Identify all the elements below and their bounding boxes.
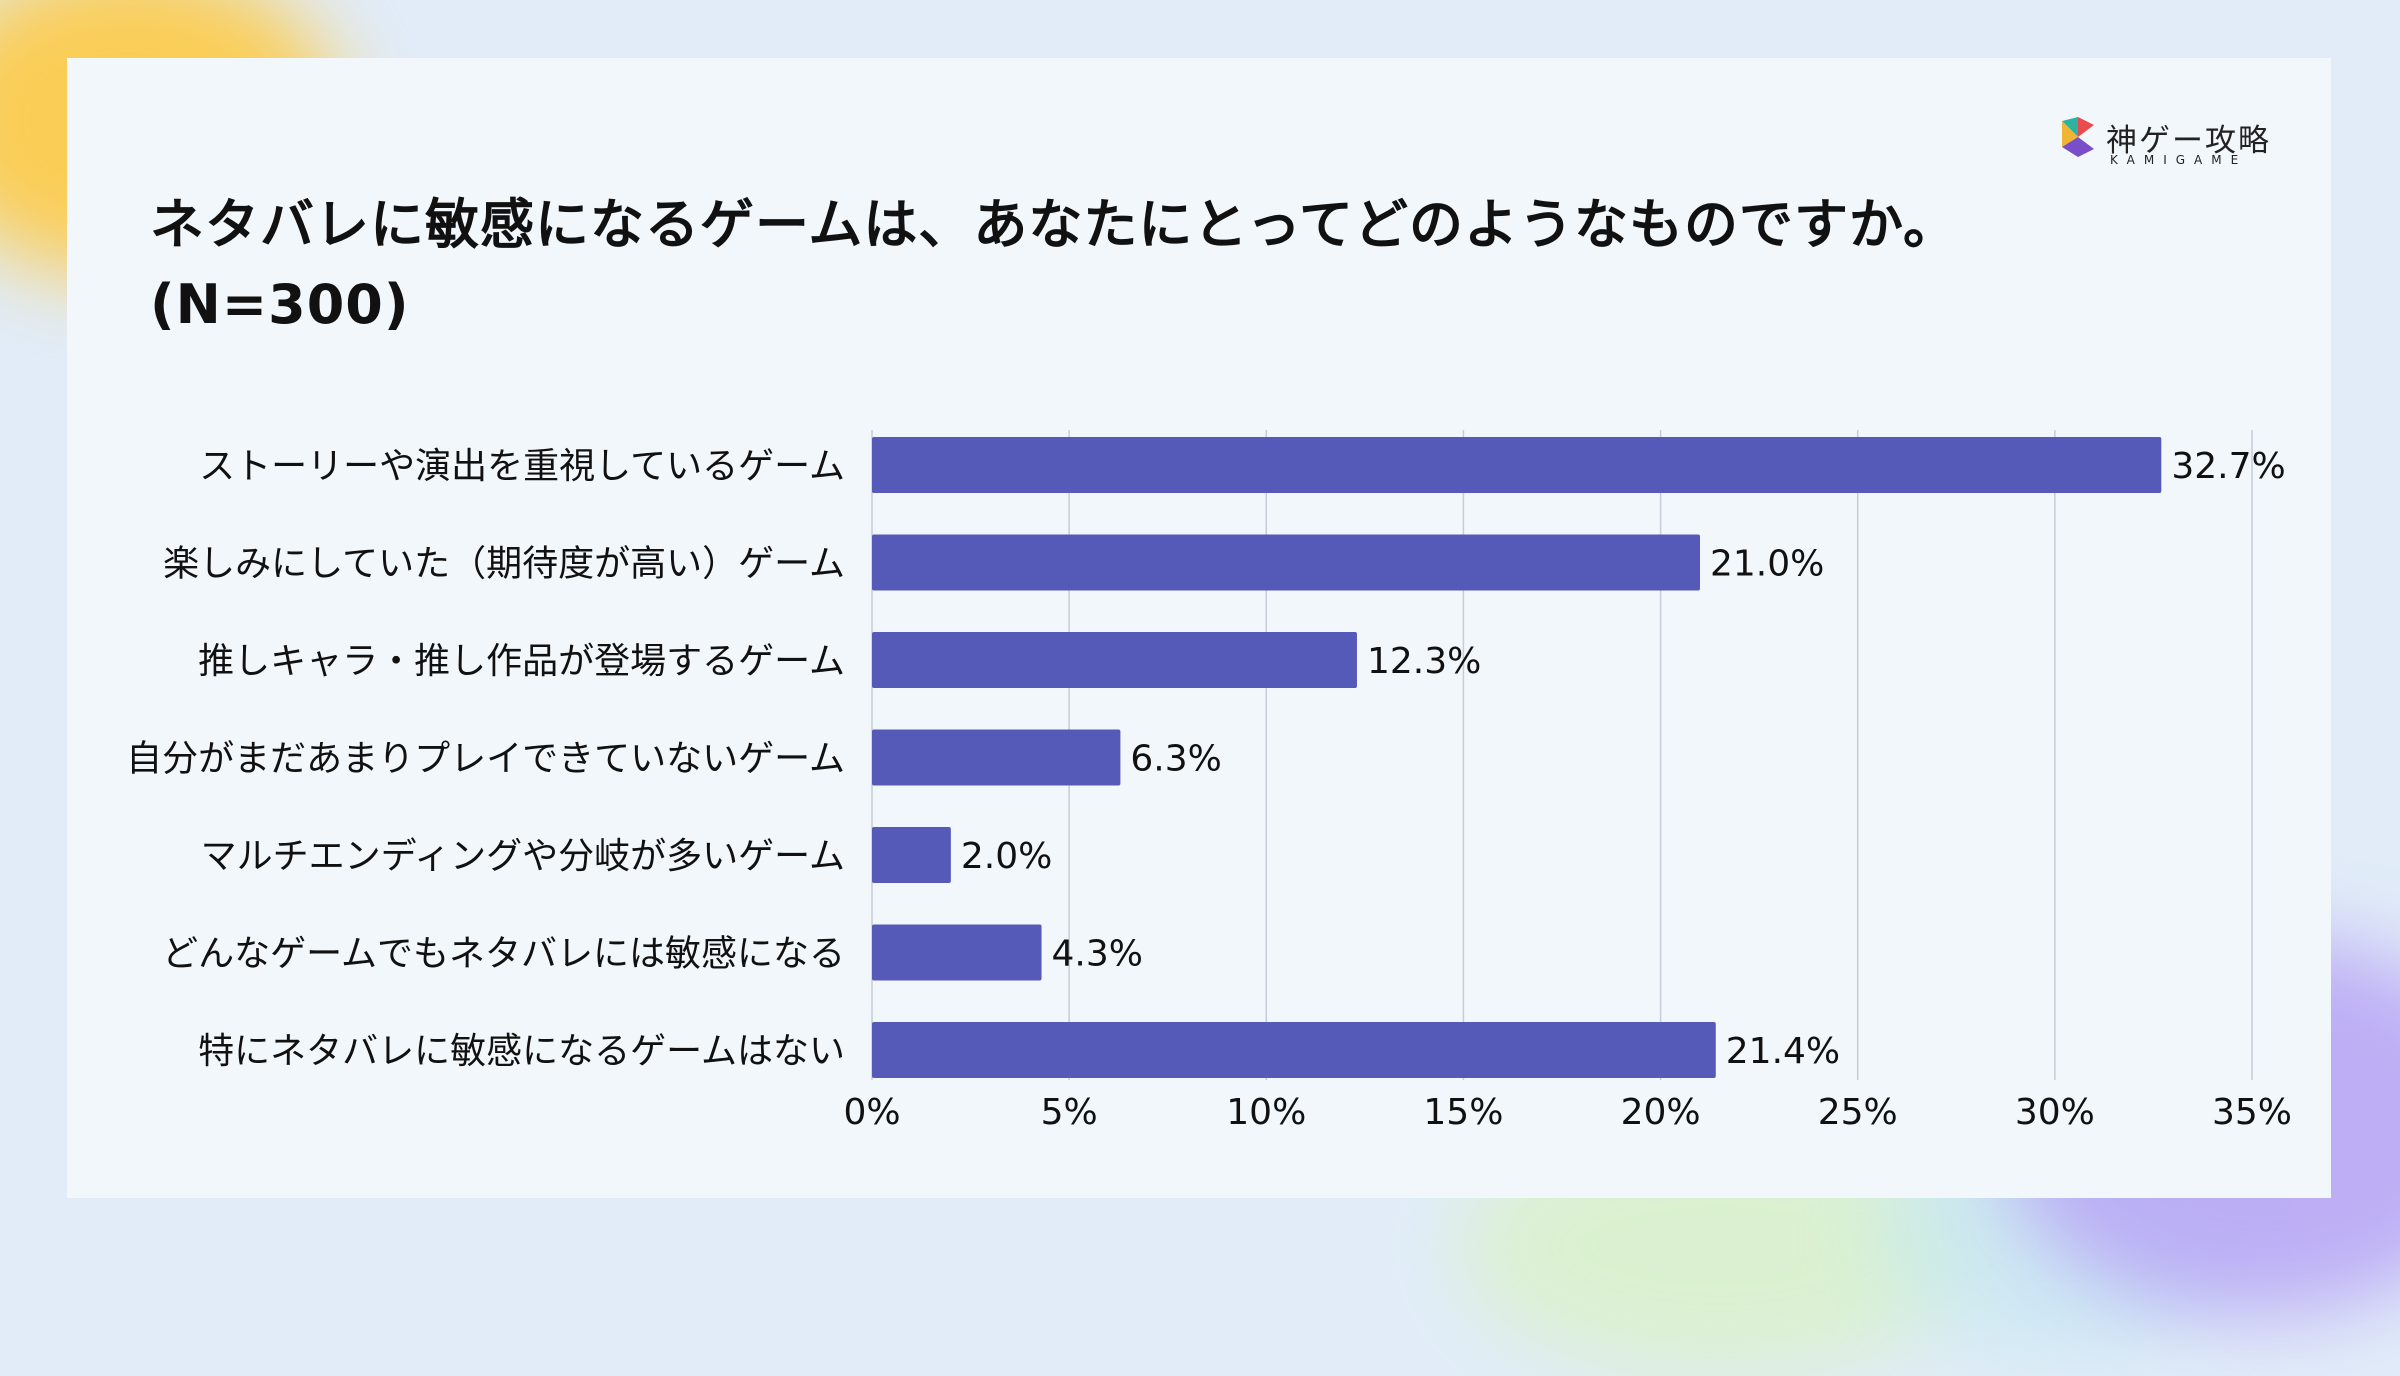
x-tick-label: 20% [1621,1092,1701,1133]
category-label: ストーリーや演出を重視しているゲーム [199,446,845,487]
bar [872,632,1357,688]
data-label: 21.0% [1710,544,1824,585]
logo-name: 神ゲー攻略 [2106,123,2271,159]
bar [872,827,951,883]
logo-subtitle: KAMIGAME [2110,153,2248,167]
bar [872,534,1700,591]
x-tick-label: 25% [1818,1092,1898,1133]
category-label: マルチエンディングや分岐が多いゲーム [201,836,845,877]
category-label: 特にネタバレに敏感になるゲームはない [198,1031,845,1072]
category-label: 自分がまだあまりプレイできていないゲーム [126,739,845,780]
x-tick-label: 10% [1226,1092,1306,1133]
x-tick-label: 35% [2212,1092,2292,1133]
data-label: 4.3% [1052,934,1143,975]
data-label: 21.4% [1726,1031,1840,1072]
category-label: 推しキャラ・推し作品が登場するゲーム [198,641,845,682]
category-label: 楽しみにしていた（期待度が高い）ゲーム [163,544,845,585]
x-tick-label: 15% [1423,1092,1503,1133]
bar [872,1022,1716,1078]
x-tick-label: 30% [2015,1092,2095,1133]
logo-mark-icon [2062,117,2094,157]
data-label: 6.3% [1130,739,1221,780]
bar [872,924,1042,981]
data-label: 32.7% [2171,446,2285,487]
data-label: 2.0% [961,836,1052,877]
brand-logo: 神ゲー攻略 KAMIGAME [2058,115,2278,170]
x-tick-label: 0% [843,1092,900,1133]
bar [872,729,1121,786]
category-label: どんなゲームでもネタバレには敏感になる [162,934,845,975]
x-tick-label: 5% [1041,1092,1098,1133]
bar [872,437,2162,493]
bar-chart: ストーリーや演出を重視しているゲーム 32.7% 楽しみにしていた（期待度が高い）ゲ… [126,430,2292,1133]
chart-title: ネタバレに敏感になるゲームは、あなたにとってどのようなものですか。 (N=300… [150,193,1958,336]
data-label: 12.3% [1367,641,1481,682]
chart-card [67,58,2331,1198]
